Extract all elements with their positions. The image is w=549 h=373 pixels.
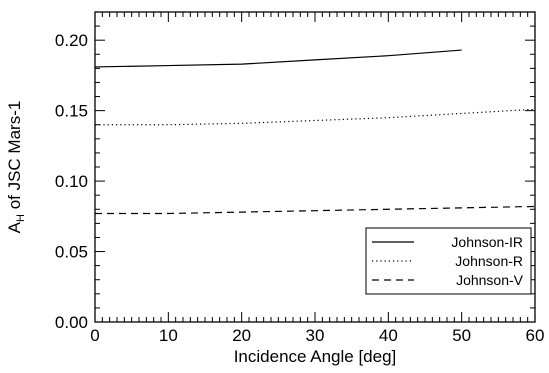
x-tick-label: 40 — [379, 326, 398, 345]
y-tick-label: 0.10 — [55, 172, 88, 191]
x-axis-label: Incidence Angle [deg] — [234, 347, 397, 366]
legend-entries: Johnson-IR Johnson-R Johnson-V — [372, 234, 524, 288]
x-tick-label: 60 — [526, 326, 545, 345]
legend-label-johnson-v: Johnson-V — [456, 272, 524, 288]
x-tick-label: 50 — [452, 326, 471, 345]
series-line-johnson-v — [95, 205, 536, 215]
y-tick-label: 0.05 — [55, 243, 88, 262]
x-tick-label: 0 — [90, 326, 99, 345]
y-axis-label-subscript: H — [15, 214, 27, 222]
y-tick-label: 0.15 — [55, 102, 88, 121]
x-tick-label: 30 — [306, 326, 325, 345]
y-axis-label: AH of JSC Mars-1 — [5, 101, 27, 234]
legend-label-johnson-ir: Johnson-IR — [451, 234, 523, 250]
tick-labels: 0 10 20 30 40 50 60 0.00 0.05 0.10 0.15 0.20 — [55, 31, 545, 345]
y-tick-label: 0.00 — [55, 313, 88, 332]
series-line-johnson-r — [95, 108, 536, 126]
legend-label-johnson-r: Johnson-R — [455, 253, 523, 269]
series-lines — [94, 49, 536, 215]
y-tick-label: 0.20 — [55, 31, 88, 50]
legend: Johnson-IR Johnson-R Johnson-V — [365, 227, 532, 295]
plot-frame — [94, 11, 536, 323]
y-axis-label-prefix: A — [5, 221, 24, 233]
y-axis-label-suffix: of JSC Mars-1 — [5, 101, 24, 214]
x-tick-label: 20 — [232, 326, 251, 345]
x-tick-label: 10 — [159, 326, 178, 345]
series-line-johnson-ir — [94, 49, 462, 68]
